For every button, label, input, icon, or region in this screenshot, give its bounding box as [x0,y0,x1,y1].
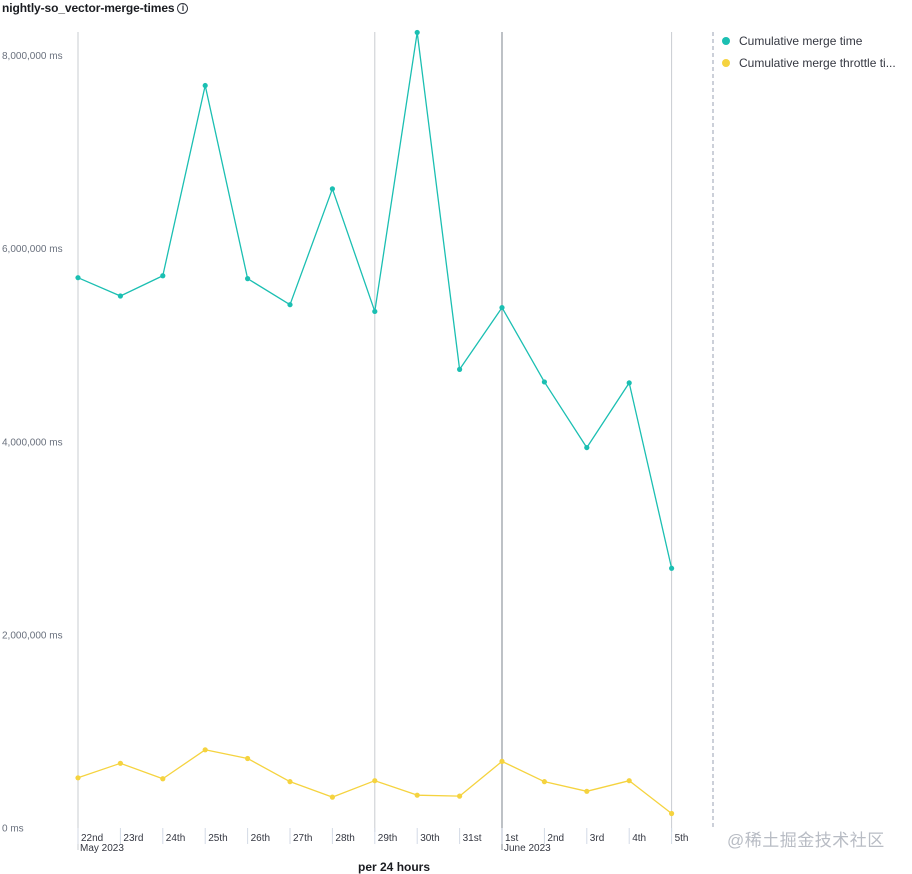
legend-swatch-merge-time [722,37,730,45]
legend-swatch-merge-throttle-time [722,59,730,67]
info-icon[interactable]: i [177,2,189,14]
legend-item-merge-time[interactable]: Cumulative merge time [720,30,896,52]
x-tick-label: 3rd [590,833,604,844]
x-tick-label: 2nd [547,833,564,844]
x-tick-label: 26th [251,833,270,844]
data-point-merge-time [202,82,208,89]
y-tick-label: 0 ms [2,824,24,835]
data-point-merge-time [329,186,335,192]
data-point-merge-time [245,276,251,282]
y-tick-label: 4,000,000 ms [2,437,63,448]
data-point-merge-throttle-time [584,788,590,794]
x-axis-title: per 24 hours [358,860,431,874]
x-tick-label: 4th [632,833,646,844]
data-point-merge-time [160,273,166,279]
data-point-merge-time [287,302,293,308]
data-point-merge-time [75,275,81,281]
x-axis: 22nd 23rd 24th 25th 26th 27th 28th 29th 30th 31st… [77,828,689,854]
data-point-merge-throttle-time [457,793,463,799]
y-tick-label: 6,000,000 ms [2,244,63,255]
x-tick-label: 22nd [81,833,103,844]
data-point-merge-time [414,29,420,36]
data-point-merge-throttle-time [414,792,420,798]
chart-title: nightly-so_vector-merge-times [2,1,175,15]
chart-title-row: nightly-so_vector-merge-times i [2,0,189,16]
reference-lines [77,32,673,850]
legend: Cumulative merge time Cumulative merge t… [720,30,896,74]
y-tick-label: 8,000,000 ms [2,51,63,62]
x-tick-label: 30th [420,833,439,844]
x-tick-label: 25th [208,833,227,844]
data-point-merge-throttle-time [245,755,251,762]
legend-item-merge-throttle-time[interactable]: Cumulative merge throttle ti... [720,52,896,74]
data-point-merge-time [541,379,548,385]
legend-label-merge-time: Cumulative merge time [739,34,863,48]
data-point-merge-throttle-time [287,779,293,785]
x-tick-label: 27th [293,833,312,844]
x-tick-label: 31st [463,833,482,844]
data-point-merge-throttle-time [669,810,675,817]
x-tick-label: 23rd [123,833,143,844]
data-point-merge-time [117,293,123,299]
data-point-merge-time [499,304,505,311]
x-tick-label: 1st [505,833,519,844]
x-month-label: May 2023 [80,843,124,854]
x-tick-label: 24th [166,833,185,844]
x-tick-label: 29th [378,833,397,844]
x-tick-label: 5th [675,833,689,844]
data-point-merge-throttle-time [160,776,166,782]
data-point-merge-throttle-time [499,758,505,764]
x-tick-label: 28th [335,833,354,844]
y-tick-label: 2,000,000 ms [2,630,63,641]
watermark: @稀土掘金技术社区 [727,831,885,850]
data-point-merge-throttle-time [202,747,208,753]
data-point-merge-throttle-time [372,778,378,784]
x-month-label: June 2023 [504,843,551,854]
data-point-merge-throttle-time [541,779,548,785]
legend-label-merge-throttle-time: Cumulative merge throttle ti... [739,56,896,70]
data-point-merge-time [372,308,378,315]
data-point-merge-time [584,444,590,451]
data-point-merge-time [669,565,675,571]
data-point-merge-throttle-time [329,794,335,800]
data-point-merge-throttle-time [75,775,81,781]
data-point-merge-time [626,380,632,386]
series-layer [75,29,675,817]
data-point-merge-throttle-time [626,778,632,784]
data-point-merge-time [457,366,463,372]
data-point-merge-throttle-time [117,760,123,766]
y-axis: 0 ms 2,000,000 ms 4,000,000 ms 6,000,000 ms… [2,51,63,834]
